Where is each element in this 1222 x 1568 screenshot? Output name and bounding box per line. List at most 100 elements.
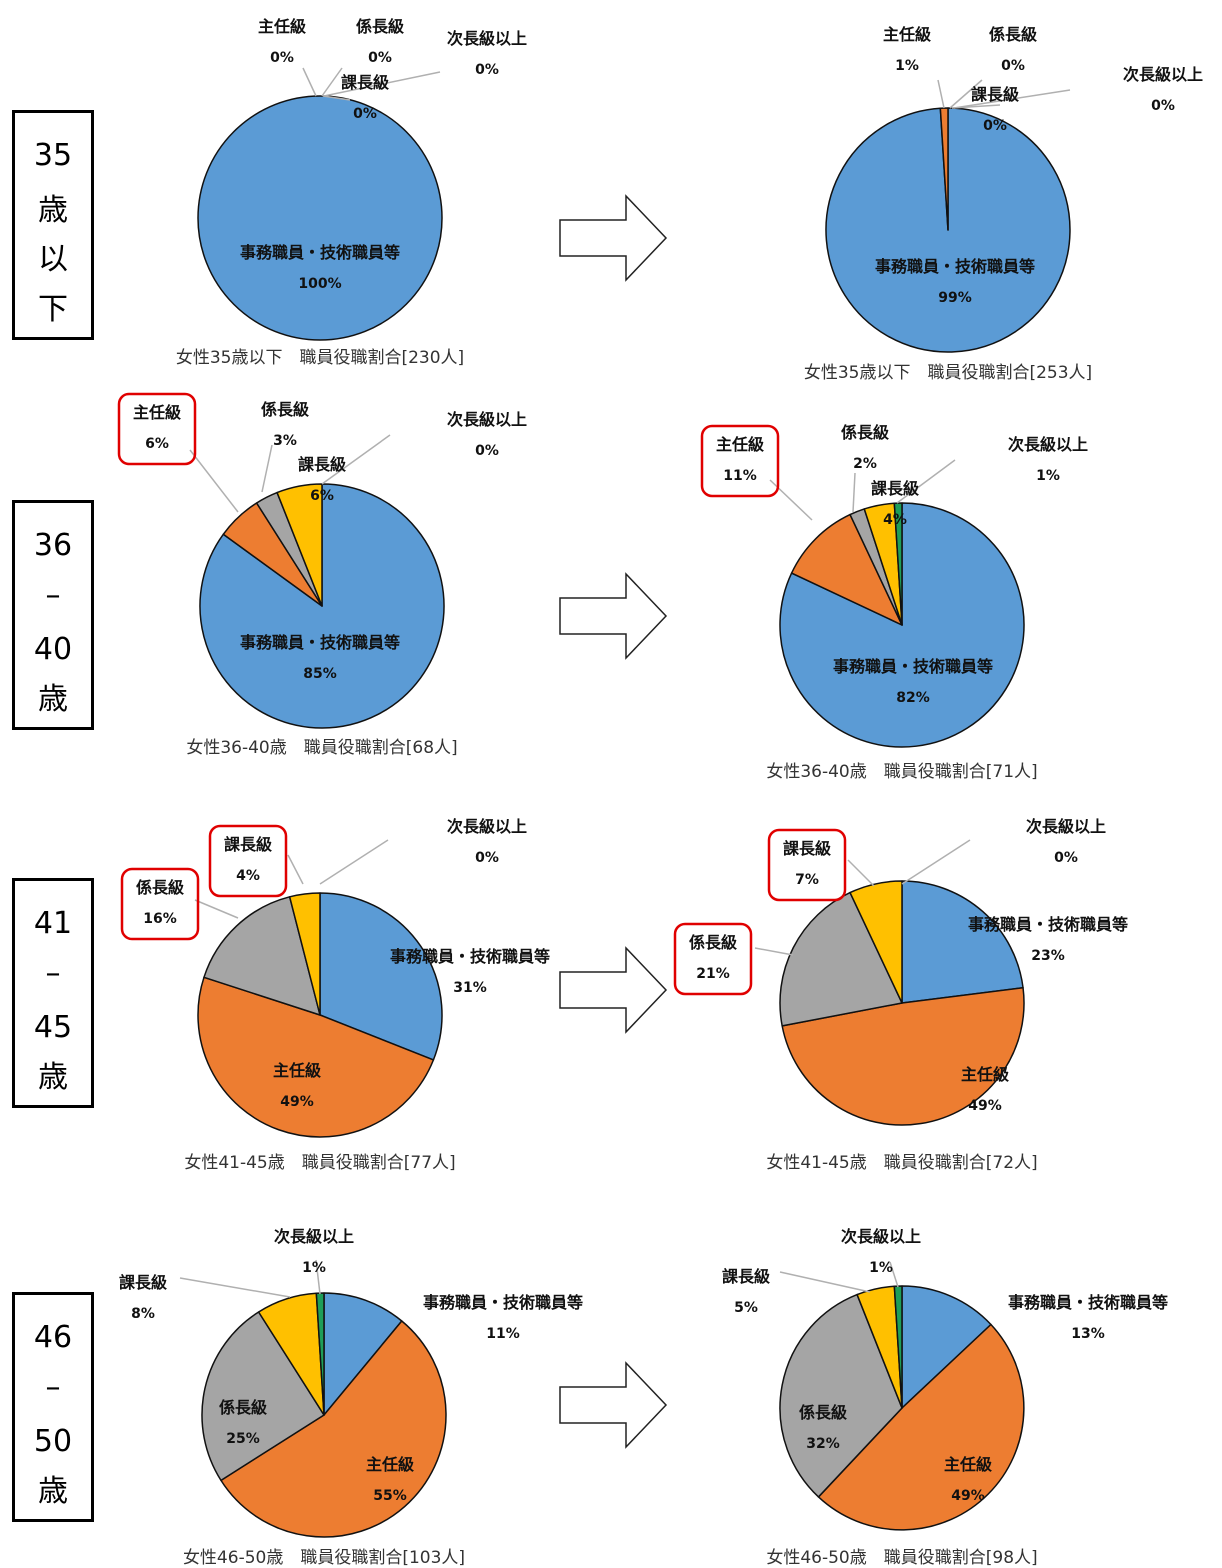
data-label-name-7-3: 係長級 bbox=[219, 1398, 267, 1417]
age-group-2-line-3: 40 bbox=[33, 632, 73, 667]
data-label-name-1-4: 課長級 bbox=[341, 73, 389, 92]
leader-line-3-2 bbox=[261, 444, 273, 493]
pie-slice-7-1 bbox=[323, 1292, 403, 1416]
data-label-name-4-5: 次長級以上 bbox=[1008, 435, 1088, 454]
data-label-name-3-5: 次長級以上 bbox=[447, 410, 527, 429]
data-label-name-5-4: 課長級 bbox=[224, 835, 272, 854]
leader-line-6-1 bbox=[754, 947, 794, 956]
leader-line-1-2 bbox=[321, 67, 343, 97]
leader-line-1-4 bbox=[323, 71, 441, 97]
chart-title-5: 女性41-45歳 職員役職割合[77人] bbox=[184, 1153, 455, 1173]
data-label-name-7-4: 課長級 bbox=[119, 1273, 167, 1292]
pie-slice-7-2 bbox=[220, 1320, 447, 1538]
age-group-box-3: 41 – 45 歳 bbox=[12, 878, 94, 1108]
data-label-name-6-2: 主任級 bbox=[961, 1065, 1009, 1084]
pie-slice-4-2 bbox=[790, 513, 903, 626]
leader-line-2-2 bbox=[949, 79, 983, 109]
data-label-name-7-5: 次長級以上 bbox=[274, 1227, 354, 1246]
data-label-value-6-1: 23% bbox=[1031, 948, 1065, 964]
transition-arrow-3 bbox=[559, 946, 668, 1034]
data-label-name-1-3: 係長級 bbox=[356, 17, 404, 36]
age-group-4-line-4: 歳 bbox=[38, 1474, 68, 1509]
highlight-box-5-4 bbox=[208, 824, 288, 898]
data-label-value-2-2: 1% bbox=[895, 58, 919, 74]
age-group-1-line-3: 以 bbox=[38, 242, 68, 277]
age-group-2-line-2: – bbox=[45, 578, 61, 613]
data-label-value-1-1: 100% bbox=[298, 276, 341, 292]
data-label-name-3-1: 事務職員・技術職員等 bbox=[240, 633, 400, 652]
leader-line-4-1 bbox=[769, 479, 813, 521]
age-group-4-line-1: 46 bbox=[33, 1320, 73, 1355]
pie-slice-7-3 bbox=[201, 1311, 325, 1482]
leader-line-7-2 bbox=[315, 1259, 321, 1295]
leader-line-8-2 bbox=[889, 1261, 899, 1288]
data-label-name-8-4: 課長級 bbox=[722, 1267, 770, 1286]
data-label-name-8-2: 主任級 bbox=[944, 1455, 992, 1474]
data-label-name-2-4: 課長級 bbox=[971, 85, 1019, 104]
pie-slice-6-1 bbox=[901, 880, 1024, 1004]
data-label-value-1-3: 0% bbox=[368, 50, 392, 66]
data-label-value-8-1: 13% bbox=[1071, 1326, 1105, 1342]
leader-line-5-3 bbox=[319, 839, 389, 885]
data-label-value-4-2: 11% bbox=[723, 468, 757, 484]
data-label-name-4-1: 事務職員・技術職員等 bbox=[833, 657, 993, 676]
data-label-name-2-1: 事務職員・技術職員等 bbox=[875, 257, 1035, 276]
data-label-value-7-1: 11% bbox=[486, 1326, 520, 1342]
data-label-name-6-1: 事務職員・技術職員等 bbox=[968, 915, 1128, 934]
chart-title-6: 女性41-45歳 職員役職割合[72人] bbox=[766, 1153, 1037, 1173]
data-label-value-3-1: 85% bbox=[303, 666, 337, 682]
data-label-value-3-5: 0% bbox=[475, 443, 499, 459]
pie-slice-6-2 bbox=[781, 986, 1025, 1126]
age-group-box-1: 35 歳 以 下 bbox=[12, 110, 94, 340]
age-group-3-line-3: 45 bbox=[33, 1010, 73, 1045]
data-label-name-3-3: 係長級 bbox=[261, 400, 309, 419]
pie-slice-1-1 bbox=[197, 95, 443, 341]
data-label-name-4-4: 課長級 bbox=[871, 479, 919, 498]
data-label-value-8-3: 32% bbox=[806, 1436, 840, 1452]
leader-line-8-1 bbox=[779, 1271, 871, 1293]
data-label-value-6-5: 0% bbox=[1054, 850, 1078, 866]
data-label-value-1-4: 0% bbox=[353, 106, 377, 122]
age-group-2-line-1: 36 bbox=[33, 528, 73, 563]
data-label-value-7-2: 55% bbox=[373, 1488, 407, 1504]
data-label-value-6-3: 21% bbox=[696, 966, 730, 982]
leader-line-5-1 bbox=[194, 899, 239, 919]
data-label-name-6-4: 課長級 bbox=[783, 839, 831, 858]
data-label-name-5-1: 事務職員・技術職員等 bbox=[390, 947, 550, 966]
data-label-value-4-4: 4% bbox=[883, 512, 907, 528]
age-group-4-line-2: – bbox=[45, 1370, 61, 1405]
data-label-name-1-2: 主任級 bbox=[258, 17, 306, 36]
pie-slice-4-1 bbox=[779, 502, 1025, 748]
data-label-value-3-4: 6% bbox=[310, 488, 334, 504]
chart-title-3: 女性36-40歳 職員役職割合[68人] bbox=[186, 738, 457, 758]
data-label-value-4-3: 2% bbox=[853, 456, 877, 472]
pie-slice-8-3 bbox=[779, 1293, 903, 1498]
data-label-value-8-4: 5% bbox=[734, 1300, 758, 1316]
chart-title-7: 女性46-50歳 職員役職割合[103人] bbox=[183, 1548, 465, 1568]
data-label-name-4-3: 係長級 bbox=[841, 423, 889, 442]
transition-arrow-1 bbox=[559, 194, 668, 282]
age-group-1-line-1: 35 bbox=[33, 138, 73, 173]
chart-title-1: 女性35歳以下 職員役職割合[230人] bbox=[176, 348, 464, 368]
data-label-name-4-2: 主任級 bbox=[716, 435, 764, 454]
transition-arrow-2 bbox=[559, 572, 668, 660]
leader-line-2-1 bbox=[937, 79, 945, 109]
leader-line-6-2 bbox=[847, 859, 875, 887]
data-label-name-3-2: 主任級 bbox=[133, 403, 181, 422]
age-group-3-line-1: 41 bbox=[33, 906, 73, 941]
leader-line-2-4 bbox=[953, 89, 1071, 109]
data-label-value-5-2: 49% bbox=[280, 1094, 314, 1110]
data-label-value-6-4: 7% bbox=[795, 872, 819, 888]
age-group-2-line-4: 歳 bbox=[38, 682, 68, 717]
data-label-value-7-4: 8% bbox=[131, 1306, 155, 1322]
chart-title-8: 女性46-50歳 職員役職割合[98人] bbox=[766, 1548, 1037, 1568]
highlight-box-6-3 bbox=[673, 922, 753, 996]
data-label-value-8-5: 1% bbox=[869, 1260, 893, 1276]
data-label-name-6-5: 次長級以上 bbox=[1026, 817, 1106, 836]
age-group-4-line-3: 50 bbox=[33, 1424, 73, 1459]
pie-slice-6-4 bbox=[849, 880, 903, 1004]
age-group-3-line-2: – bbox=[45, 956, 61, 991]
chart-title-2: 女性35歳以下 職員役職割合[253人] bbox=[804, 363, 1092, 383]
pie-slice-8-2 bbox=[817, 1323, 1025, 1531]
